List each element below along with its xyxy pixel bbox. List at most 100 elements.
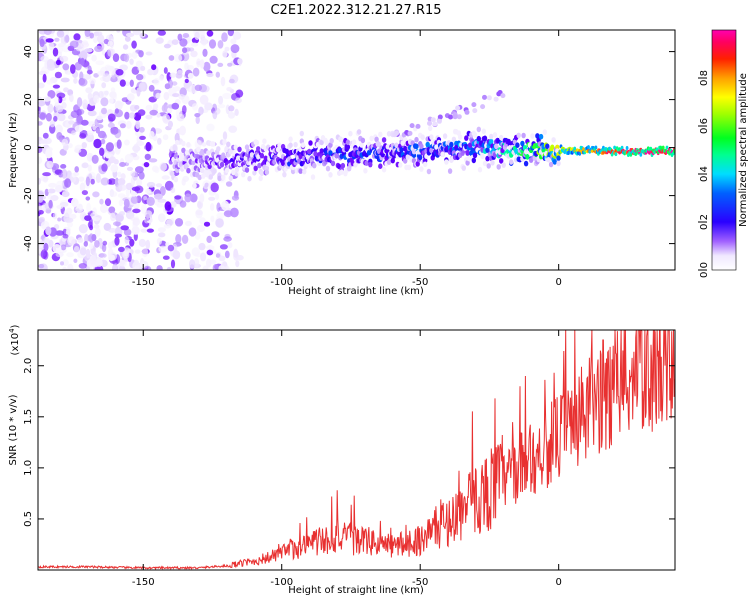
spectrogram-cell <box>42 176 49 183</box>
spectrogram-cell <box>38 263 45 269</box>
spectrogram-cell <box>220 266 228 270</box>
spectrogram-cell <box>153 77 160 86</box>
spectrogram-cell <box>451 136 457 143</box>
spectrogram-cell <box>131 40 137 49</box>
spectrogram-cell <box>94 31 103 36</box>
spectrogram-cell <box>423 161 428 168</box>
spectrogram-cell <box>471 157 476 164</box>
spectrogram-cell <box>48 42 55 51</box>
spectrogram-cell <box>219 244 228 250</box>
spectrogram-cell <box>108 241 113 249</box>
spectrogram-cell <box>284 148 289 155</box>
spectrogram-cell <box>190 42 199 47</box>
spectrogram-cell <box>80 119 89 126</box>
spectrogram-cell <box>145 188 152 194</box>
spectrogram-cell <box>157 227 166 233</box>
spectrogram-cell <box>40 249 48 260</box>
spectrogram-cell <box>426 168 432 175</box>
spectrogram-cell <box>345 139 351 146</box>
spectrogram-cell <box>149 131 155 140</box>
spectrogram-cell <box>235 254 244 261</box>
spectrogram-cell <box>136 87 141 97</box>
spectrogram-cell <box>325 165 331 172</box>
spectrogram-cell <box>102 240 108 246</box>
spectrogram-cell <box>275 146 281 153</box>
spectrogram-cell <box>44 188 49 197</box>
spectrogram-cell <box>71 198 79 207</box>
spectrogram-cell <box>403 145 408 152</box>
spectrogram-cell <box>164 201 172 211</box>
x-tick-label: -100 <box>270 577 293 588</box>
spectrogram-cell <box>174 53 183 63</box>
spectrogram-cell <box>117 101 125 107</box>
colorbar: 0.0 0.2 0.4 0.6 0.8 Normalized spectral ampl… <box>698 29 749 278</box>
spectrogram-cell <box>55 185 63 193</box>
spectrogram-cell <box>493 96 499 102</box>
spectrogram-cell <box>78 224 88 234</box>
spectrogram-cell <box>39 38 45 48</box>
spectrogram-cell <box>73 246 80 253</box>
spectrogram-cell <box>201 142 207 147</box>
spectrogram-cell <box>193 258 200 268</box>
spectrogram-cell <box>227 111 236 119</box>
spectrogram-cell <box>132 30 142 36</box>
y-tick-label: -40 <box>23 235 34 251</box>
spectrogram-cell <box>486 95 492 101</box>
spectrogram-cell <box>69 94 74 103</box>
spectrogram-cell <box>158 75 164 81</box>
spectrogram-cell <box>94 45 103 52</box>
spectrogram-cell <box>399 147 404 153</box>
spectrogram-cell <box>169 201 177 208</box>
spectrogram-cell <box>217 40 224 49</box>
spectrogram-cell <box>52 244 62 253</box>
spectrogram-cell <box>140 228 148 233</box>
spectrogram-cell <box>105 153 112 159</box>
spectrogram-cell <box>95 173 101 184</box>
spectrogram-cell <box>199 217 206 225</box>
spectrogram-cell <box>107 113 116 122</box>
y-tick-label: -20 <box>23 187 34 203</box>
spectrogram-cell <box>116 139 122 149</box>
spectrogram-cell <box>234 171 240 177</box>
spectrogram-cell <box>90 178 95 185</box>
spectrogram-cell <box>523 160 529 167</box>
spectrogram-cell <box>196 224 206 232</box>
spectrogram-cell <box>444 159 449 165</box>
spectrogram-cell <box>73 77 78 84</box>
spectrogram-cell <box>112 53 120 62</box>
spectrogram-cell <box>38 121 43 126</box>
spectrogram-cell <box>428 125 433 132</box>
x-tick-label: -50 <box>412 277 428 288</box>
colorbar-ticks: 0.0 0.2 0.4 0.6 0.8 <box>698 70 710 278</box>
spectrogram-cell <box>60 244 67 251</box>
spectrogram-cell <box>210 182 219 193</box>
spectrogram-cell <box>222 139 227 145</box>
spectrogram-cell <box>222 50 228 58</box>
spectrogram-cell <box>288 142 293 148</box>
spectrogram-cell <box>117 178 126 186</box>
spectrogram-cell <box>114 108 119 114</box>
spectrogram-cell <box>500 93 506 99</box>
spectrogram-cell <box>81 190 88 196</box>
spectrogram-cell <box>56 204 64 210</box>
spectrogram-cell <box>457 134 463 140</box>
spectrogram-cell <box>102 73 111 83</box>
spectrogram-cell <box>94 227 101 237</box>
spectrogram-cell <box>47 103 54 114</box>
spectrogram-cell <box>191 159 196 166</box>
spectrogram-cell <box>442 133 448 139</box>
spectrogram-cell <box>390 157 395 164</box>
spectrogram-cell <box>482 160 488 167</box>
spectrogram-cell <box>85 87 93 94</box>
spectrogram-cell <box>109 191 118 197</box>
spectrogram-cell <box>381 137 387 143</box>
spectrogram-cell <box>290 168 296 175</box>
spectrogram-cell <box>235 89 244 98</box>
spectrogram-cell <box>477 166 483 173</box>
spectrogram-cell <box>411 148 417 155</box>
spectrogram-cell <box>93 224 100 229</box>
spectrogram-cell <box>38 82 45 89</box>
spectrogram-cell <box>40 55 49 63</box>
spectrogram-cell <box>187 72 194 79</box>
spectrogram-cell <box>110 87 116 93</box>
